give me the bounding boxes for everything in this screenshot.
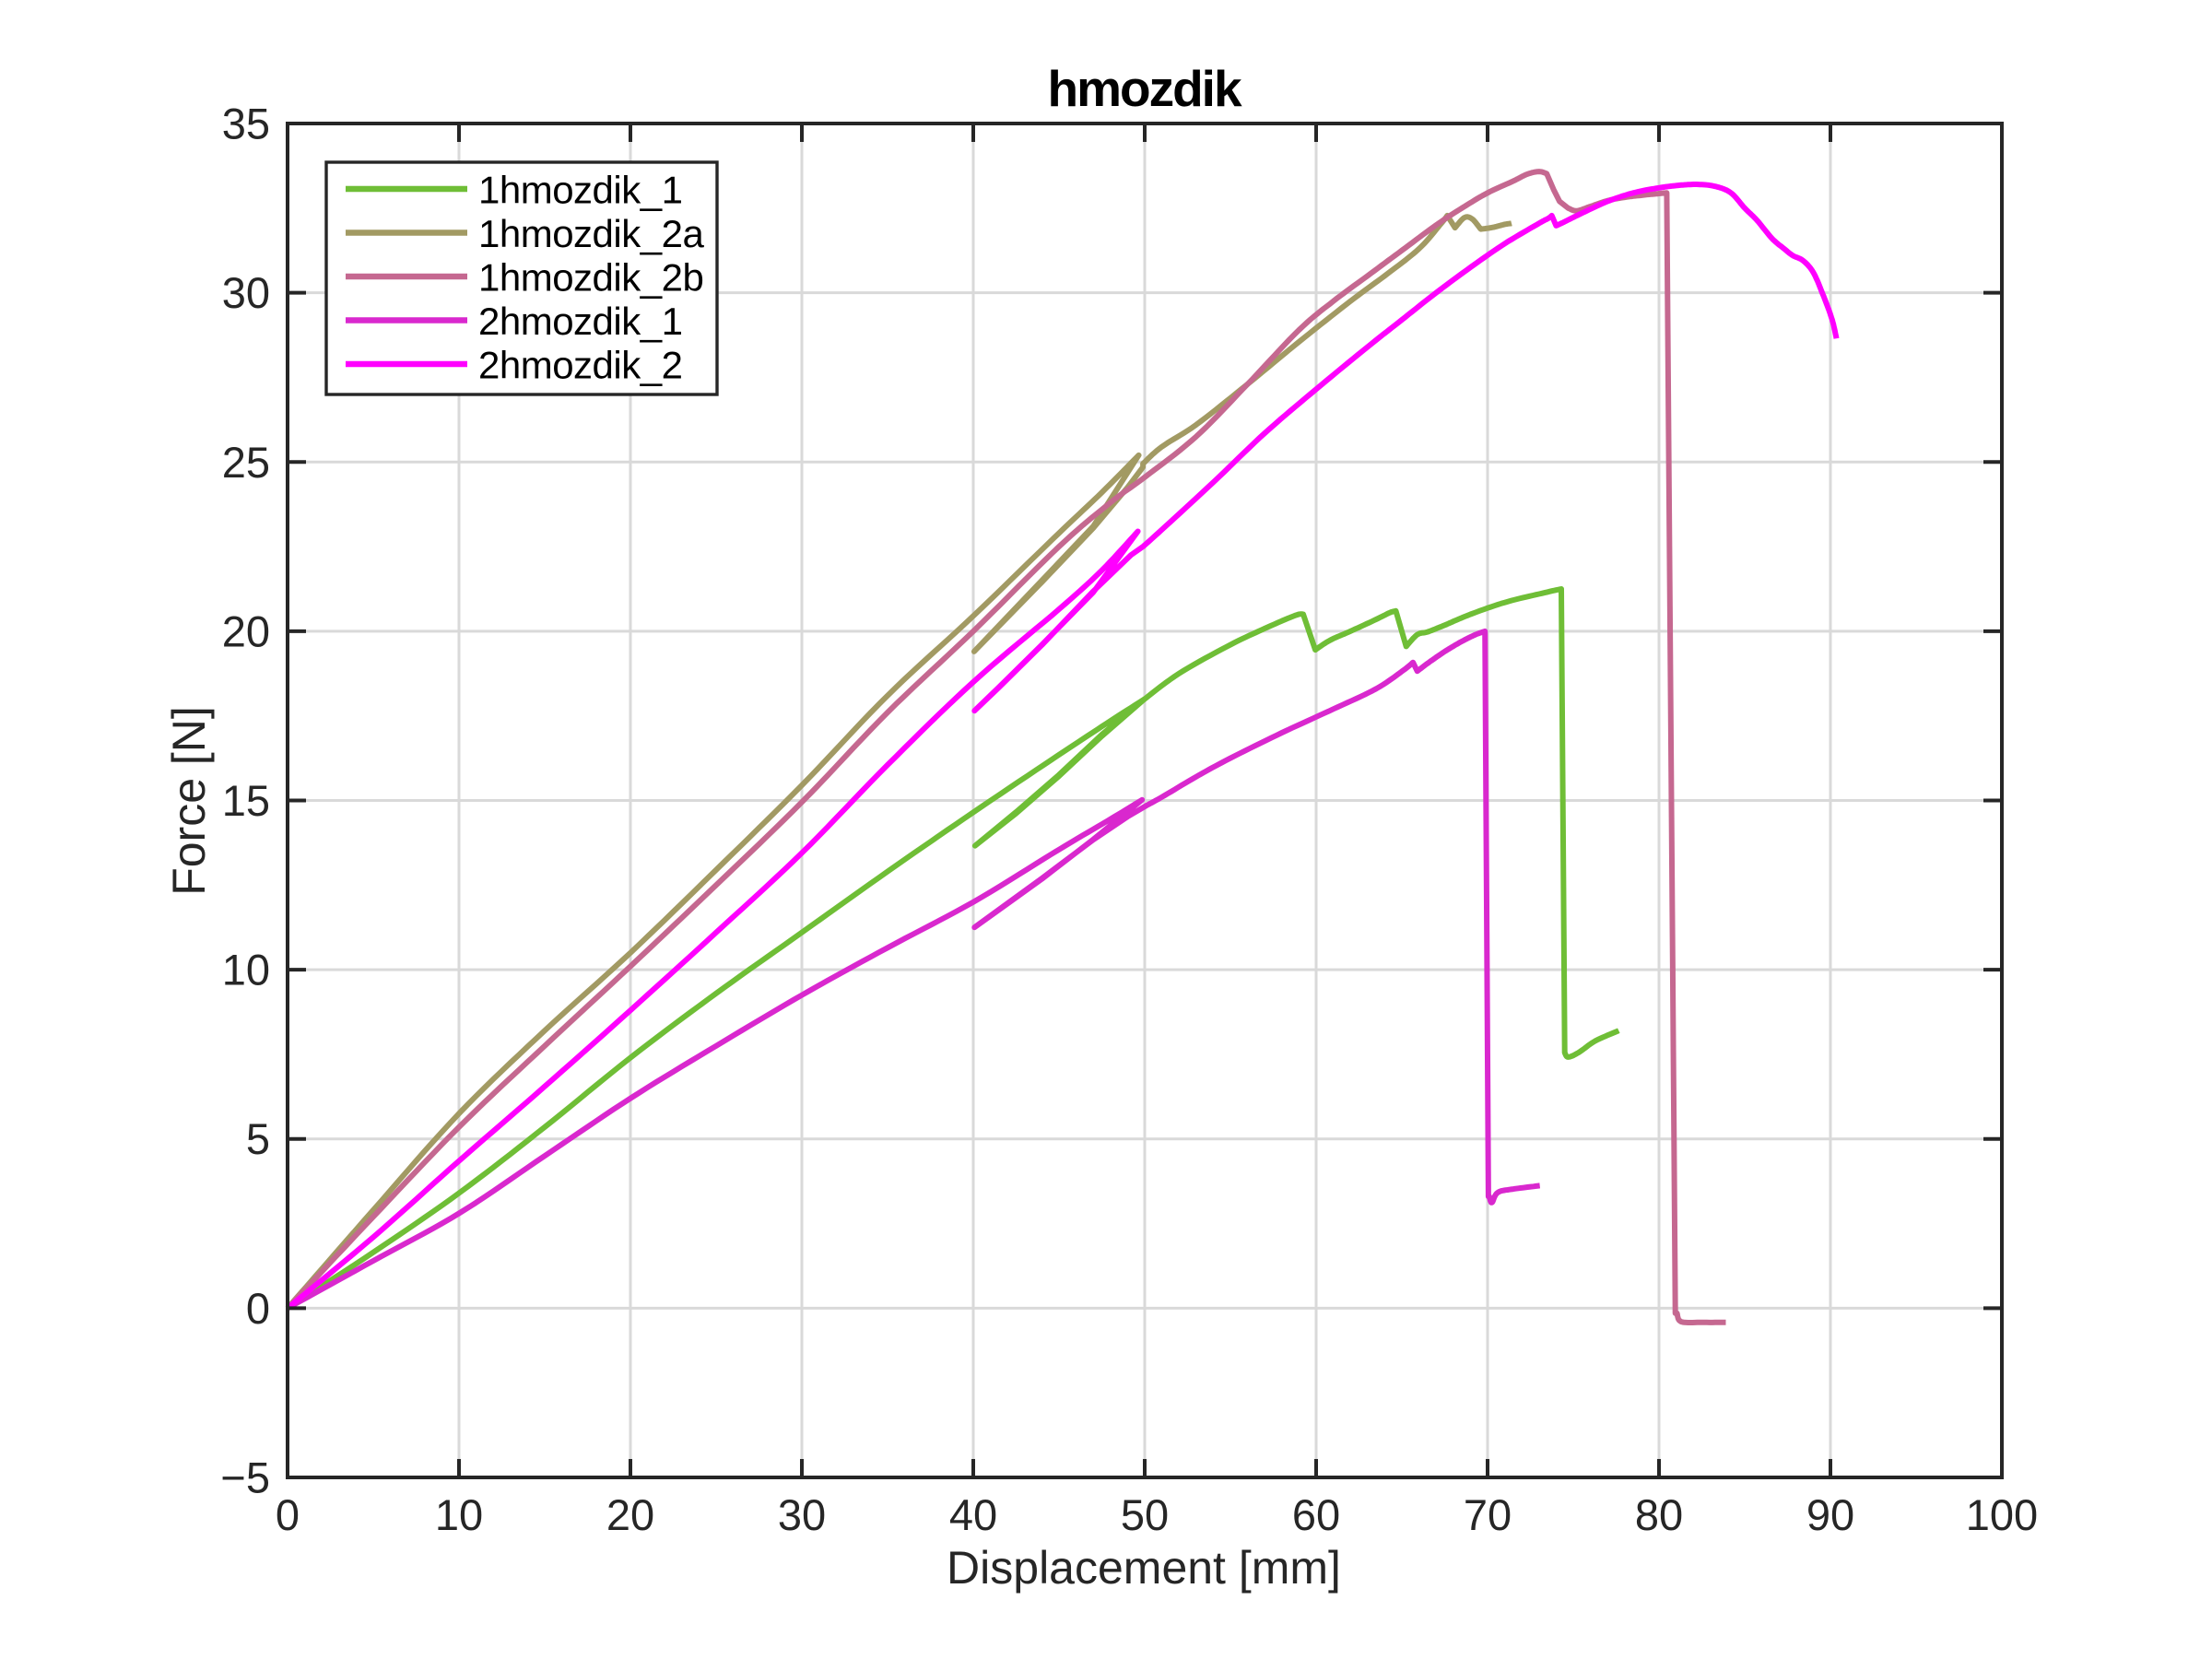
svg-text:2hmozdik_2: 2hmozdik_2 [478,344,682,387]
svg-text:hmozdik: hmozdik [1047,60,1241,117]
svg-text:1hmozdik_2a: 1hmozdik_2a [478,212,704,255]
svg-text:30: 30 [778,1490,826,1539]
svg-text:1hmozdik_2b: 1hmozdik_2b [478,256,703,300]
svg-text:80: 80 [1635,1490,1683,1539]
svg-text:30: 30 [222,268,270,317]
svg-text:5: 5 [246,1114,270,1163]
svg-text:20: 20 [606,1490,654,1539]
svg-text:−5: −5 [220,1453,270,1502]
svg-text:Force [N]: Force [N] [163,706,215,896]
svg-text:50: 50 [1121,1490,1169,1539]
svg-text:60: 60 [1292,1490,1340,1539]
svg-text:0: 0 [246,1284,270,1333]
svg-text:100: 100 [1966,1490,2038,1539]
svg-text:Displacement [mm]: Displacement [mm] [947,1542,1341,1594]
svg-text:1hmozdik_1: 1hmozdik_1 [478,169,682,212]
svg-text:10: 10 [222,946,270,994]
svg-text:25: 25 [222,438,270,487]
svg-text:40: 40 [949,1490,997,1539]
svg-text:15: 15 [222,776,270,825]
svg-text:90: 90 [1806,1490,1854,1539]
svg-text:0: 0 [276,1490,300,1539]
svg-text:10: 10 [435,1490,483,1539]
svg-text:2hmozdik_1: 2hmozdik_1 [478,300,682,343]
svg-text:70: 70 [1464,1490,1512,1539]
svg-text:20: 20 [222,606,270,655]
svg-text:35: 35 [222,100,270,148]
